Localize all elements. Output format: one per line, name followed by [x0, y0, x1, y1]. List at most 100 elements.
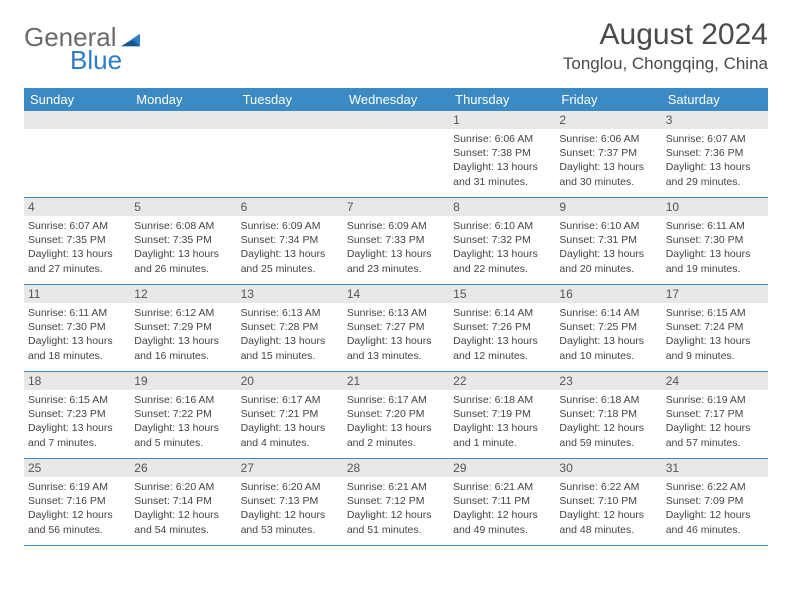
calendar-page: GeneralBlue August 2024 Tonglou, Chongqi…: [0, 0, 792, 564]
day-number: 14: [343, 285, 449, 303]
day-cell: 28Sunrise: 6:21 AMSunset: 7:12 PMDayligh…: [343, 459, 449, 545]
day-cell: 30Sunrise: 6:22 AMSunset: 7:10 PMDayligh…: [555, 459, 661, 545]
day-cell: 5Sunrise: 6:08 AMSunset: 7:35 PMDaylight…: [130, 198, 236, 284]
day-number: 2: [555, 111, 661, 129]
day-number: 10: [662, 198, 768, 216]
day-number: 11: [24, 285, 130, 303]
day-details: Sunrise: 6:13 AMSunset: 7:28 PMDaylight:…: [237, 303, 343, 366]
day-cell: 29Sunrise: 6:21 AMSunset: 7:11 PMDayligh…: [449, 459, 555, 545]
day-cell: 10Sunrise: 6:11 AMSunset: 7:30 PMDayligh…: [662, 198, 768, 284]
weekday-header: Sunday: [24, 88, 130, 111]
day-details: [24, 129, 130, 135]
day-details: Sunrise: 6:19 AMSunset: 7:17 PMDaylight:…: [662, 390, 768, 453]
day-number: [237, 111, 343, 129]
day-number: 1: [449, 111, 555, 129]
day-cell: 21Sunrise: 6:17 AMSunset: 7:20 PMDayligh…: [343, 372, 449, 458]
day-number: 27: [237, 459, 343, 477]
day-number: 24: [662, 372, 768, 390]
day-cell: [130, 111, 236, 197]
location-text: Tonglou, Chongqing, China: [563, 54, 768, 74]
day-details: Sunrise: 6:16 AMSunset: 7:22 PMDaylight:…: [130, 390, 236, 453]
day-number: 6: [237, 198, 343, 216]
day-details: Sunrise: 6:14 AMSunset: 7:25 PMDaylight:…: [555, 303, 661, 366]
day-cell: 8Sunrise: 6:10 AMSunset: 7:32 PMDaylight…: [449, 198, 555, 284]
day-number: 12: [130, 285, 236, 303]
day-details: Sunrise: 6:19 AMSunset: 7:16 PMDaylight:…: [24, 477, 130, 540]
day-details: Sunrise: 6:09 AMSunset: 7:34 PMDaylight:…: [237, 216, 343, 279]
day-number: 25: [24, 459, 130, 477]
calendar-grid: SundayMondayTuesdayWednesdayThursdayFrid…: [24, 88, 768, 546]
day-cell: 24Sunrise: 6:19 AMSunset: 7:17 PMDayligh…: [662, 372, 768, 458]
day-number: [343, 111, 449, 129]
brand-logo: GeneralBlue: [24, 18, 143, 76]
day-cell: 13Sunrise: 6:13 AMSunset: 7:28 PMDayligh…: [237, 285, 343, 371]
day-details: Sunrise: 6:08 AMSunset: 7:35 PMDaylight:…: [130, 216, 236, 279]
day-details: Sunrise: 6:07 AMSunset: 7:36 PMDaylight:…: [662, 129, 768, 192]
day-number: 13: [237, 285, 343, 303]
weekday-header-row: SundayMondayTuesdayWednesdayThursdayFrid…: [24, 88, 768, 111]
week-row: 25Sunrise: 6:19 AMSunset: 7:16 PMDayligh…: [24, 459, 768, 546]
day-details: Sunrise: 6:20 AMSunset: 7:14 PMDaylight:…: [130, 477, 236, 540]
weekday-header: Thursday: [449, 88, 555, 111]
day-number: 7: [343, 198, 449, 216]
day-number: 30: [555, 459, 661, 477]
day-cell: 16Sunrise: 6:14 AMSunset: 7:25 PMDayligh…: [555, 285, 661, 371]
day-cell: [237, 111, 343, 197]
day-number: 29: [449, 459, 555, 477]
day-number: 23: [555, 372, 661, 390]
day-cell: 27Sunrise: 6:20 AMSunset: 7:13 PMDayligh…: [237, 459, 343, 545]
day-number: 18: [24, 372, 130, 390]
day-number: [130, 111, 236, 129]
day-details: [237, 129, 343, 135]
day-cell: 11Sunrise: 6:11 AMSunset: 7:30 PMDayligh…: [24, 285, 130, 371]
day-details: Sunrise: 6:12 AMSunset: 7:29 PMDaylight:…: [130, 303, 236, 366]
day-cell: 6Sunrise: 6:09 AMSunset: 7:34 PMDaylight…: [237, 198, 343, 284]
day-cell: 26Sunrise: 6:20 AMSunset: 7:14 PMDayligh…: [130, 459, 236, 545]
day-cell: 4Sunrise: 6:07 AMSunset: 7:35 PMDaylight…: [24, 198, 130, 284]
day-number: 17: [662, 285, 768, 303]
day-details: Sunrise: 6:21 AMSunset: 7:12 PMDaylight:…: [343, 477, 449, 540]
week-row: 1Sunrise: 6:06 AMSunset: 7:38 PMDaylight…: [24, 111, 768, 198]
day-details: Sunrise: 6:10 AMSunset: 7:32 PMDaylight:…: [449, 216, 555, 279]
day-cell: 31Sunrise: 6:22 AMSunset: 7:09 PMDayligh…: [662, 459, 768, 545]
day-number: 9: [555, 198, 661, 216]
day-number: 26: [130, 459, 236, 477]
day-details: [130, 129, 236, 135]
day-cell: [24, 111, 130, 197]
day-cell: 7Sunrise: 6:09 AMSunset: 7:33 PMDaylight…: [343, 198, 449, 284]
day-cell: 20Sunrise: 6:17 AMSunset: 7:21 PMDayligh…: [237, 372, 343, 458]
week-row: 11Sunrise: 6:11 AMSunset: 7:30 PMDayligh…: [24, 285, 768, 372]
day-details: Sunrise: 6:17 AMSunset: 7:20 PMDaylight:…: [343, 390, 449, 453]
day-cell: 14Sunrise: 6:13 AMSunset: 7:27 PMDayligh…: [343, 285, 449, 371]
day-details: Sunrise: 6:10 AMSunset: 7:31 PMDaylight:…: [555, 216, 661, 279]
day-details: Sunrise: 6:17 AMSunset: 7:21 PMDaylight:…: [237, 390, 343, 453]
day-details: Sunrise: 6:18 AMSunset: 7:18 PMDaylight:…: [555, 390, 661, 453]
day-number: 19: [130, 372, 236, 390]
day-cell: 15Sunrise: 6:14 AMSunset: 7:26 PMDayligh…: [449, 285, 555, 371]
day-number: 5: [130, 198, 236, 216]
week-row: 4Sunrise: 6:07 AMSunset: 7:35 PMDaylight…: [24, 198, 768, 285]
weekday-header: Tuesday: [237, 88, 343, 111]
day-number: 16: [555, 285, 661, 303]
day-number: 8: [449, 198, 555, 216]
day-details: Sunrise: 6:14 AMSunset: 7:26 PMDaylight:…: [449, 303, 555, 366]
day-number: 15: [449, 285, 555, 303]
brand-part2: Blue: [70, 45, 143, 76]
day-cell: 19Sunrise: 6:16 AMSunset: 7:22 PMDayligh…: [130, 372, 236, 458]
day-details: Sunrise: 6:22 AMSunset: 7:09 PMDaylight:…: [662, 477, 768, 540]
title-block: August 2024 Tonglou, Chongqing, China: [563, 18, 768, 74]
day-cell: 17Sunrise: 6:15 AMSunset: 7:24 PMDayligh…: [662, 285, 768, 371]
day-details: Sunrise: 6:18 AMSunset: 7:19 PMDaylight:…: [449, 390, 555, 453]
weekday-header: Friday: [555, 88, 661, 111]
day-details: Sunrise: 6:15 AMSunset: 7:23 PMDaylight:…: [24, 390, 130, 453]
day-number: 31: [662, 459, 768, 477]
day-cell: 12Sunrise: 6:12 AMSunset: 7:29 PMDayligh…: [130, 285, 236, 371]
day-number: 28: [343, 459, 449, 477]
day-number: 21: [343, 372, 449, 390]
weekday-header: Wednesday: [343, 88, 449, 111]
day-cell: 22Sunrise: 6:18 AMSunset: 7:19 PMDayligh…: [449, 372, 555, 458]
day-details: [343, 129, 449, 135]
day-number: 4: [24, 198, 130, 216]
day-number: [24, 111, 130, 129]
day-details: Sunrise: 6:09 AMSunset: 7:33 PMDaylight:…: [343, 216, 449, 279]
